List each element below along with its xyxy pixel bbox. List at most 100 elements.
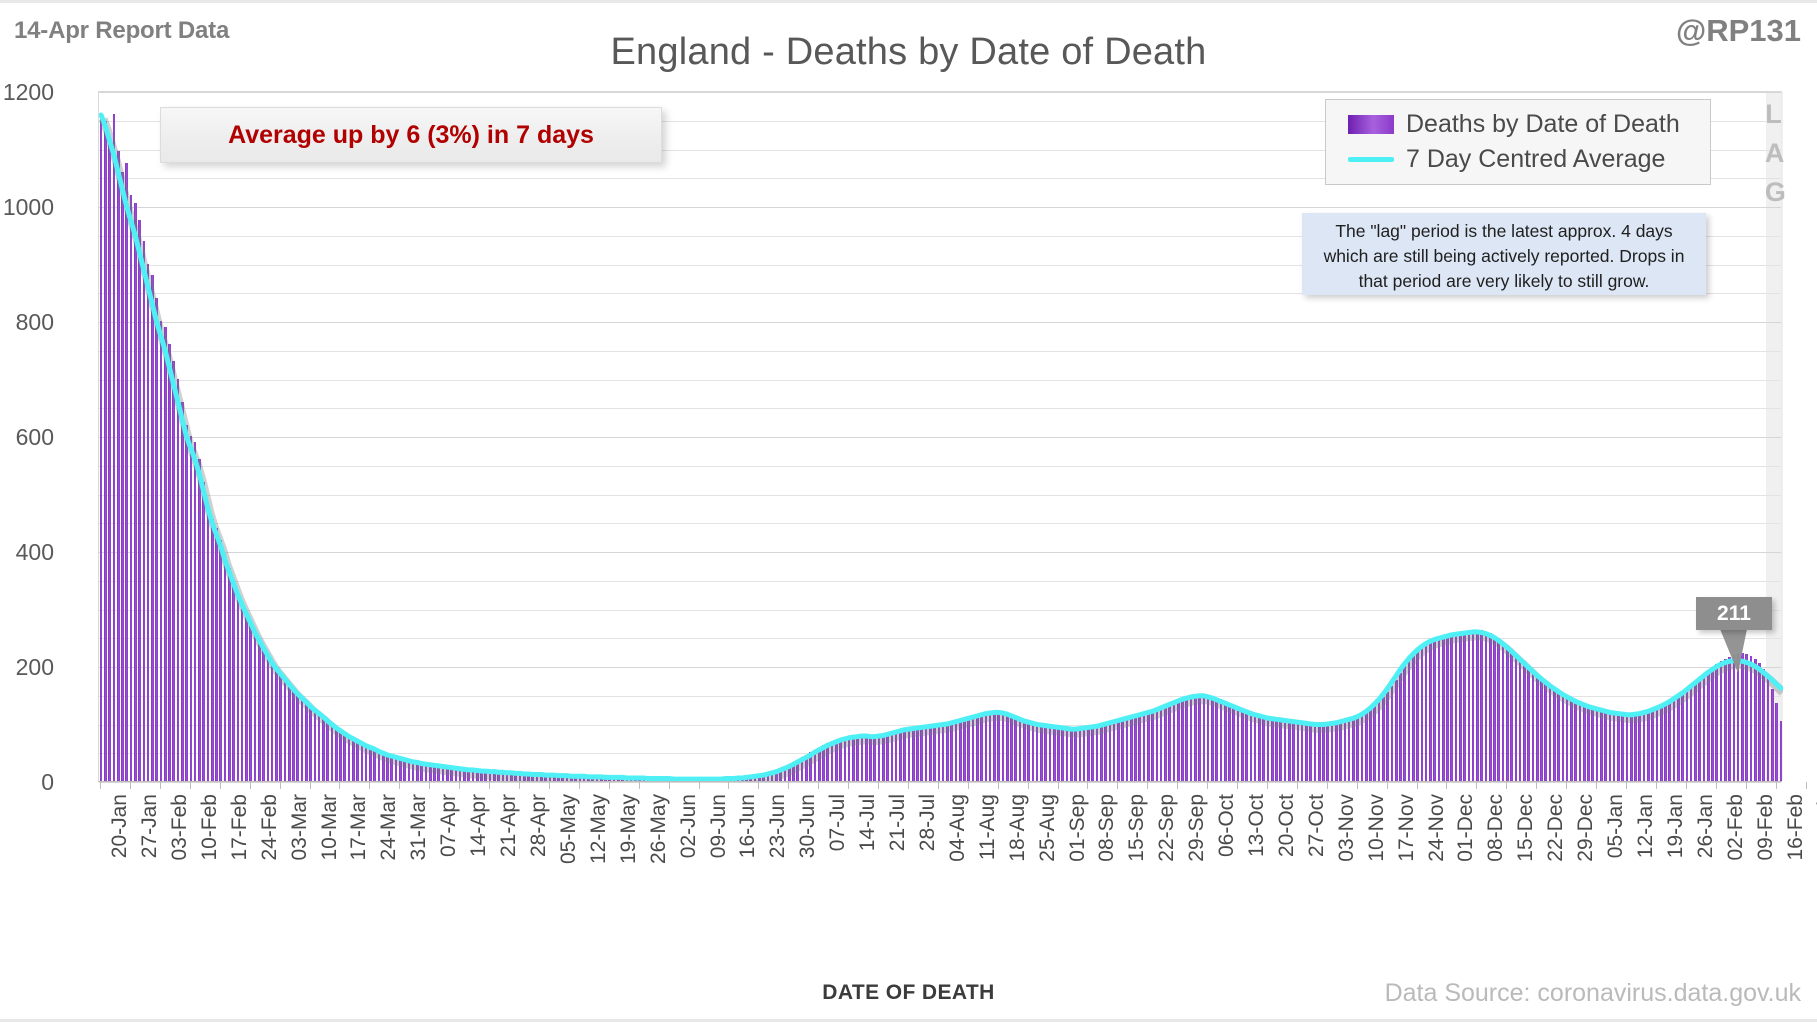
bar [1146, 712, 1150, 781]
bar [1245, 709, 1248, 781]
x-axis-tick-label: 09-Jun [706, 794, 730, 859]
x-axis-tick-label: 18-Aug [1005, 794, 1029, 862]
bar [514, 772, 518, 781]
x-axis-tick [1805, 782, 1807, 789]
bar [373, 749, 376, 781]
bar [1155, 709, 1159, 781]
bar [805, 755, 808, 781]
bar [262, 645, 265, 781]
bar [1711, 667, 1714, 781]
bar [390, 755, 394, 781]
bar [510, 772, 513, 781]
x-axis-tick [279, 782, 281, 789]
x-axis-tick-label: 26-May [646, 794, 670, 865]
bar [1082, 726, 1086, 781]
x-axis-tick-label: 13-Oct [1245, 794, 1269, 858]
gridline [99, 322, 1781, 323]
bar [1531, 670, 1535, 781]
x-axis-tick [130, 782, 132, 789]
bar [1279, 718, 1283, 781]
bar [1681, 691, 1684, 781]
x-axis-tick [1117, 782, 1119, 789]
bar [377, 751, 381, 781]
bar [1736, 653, 1740, 781]
bar [864, 735, 868, 781]
bar [116, 151, 120, 781]
bar [1441, 636, 1445, 781]
bar [1386, 691, 1389, 781]
bar [984, 712, 988, 781]
bar [1292, 720, 1295, 781]
author-handle: @RP131 [1675, 13, 1801, 48]
bar [1258, 714, 1261, 781]
bar [1437, 637, 1441, 781]
x-axis-tick-label: 02-Jun [676, 794, 700, 859]
bar [1040, 724, 1043, 781]
x-axis-tick-label: 02-Feb [1723, 794, 1747, 861]
x-axis-tick [1027, 782, 1029, 789]
x-axis-tick [638, 782, 640, 789]
x-axis-tick-label: 20-Oct [1274, 794, 1298, 858]
x-axis-tick-label: 17-Feb [227, 794, 251, 861]
bar [937, 723, 941, 781]
bar [364, 745, 368, 781]
bar [1698, 677, 1701, 781]
bar [1228, 702, 1231, 781]
bar [1168, 704, 1171, 781]
bar [1360, 714, 1364, 781]
bar [522, 772, 526, 781]
bar [1288, 720, 1291, 781]
x-axis-tick [519, 782, 520, 789]
gridline [99, 264, 1781, 266]
x-axis-tick-label: 25-Aug [1035, 794, 1059, 862]
bar [1275, 718, 1278, 781]
bar [1138, 714, 1142, 781]
bar [1753, 658, 1757, 781]
gridline [99, 437, 1781, 438]
bar [283, 678, 287, 781]
bar [1732, 655, 1736, 781]
bar [1587, 705, 1590, 781]
bar [1758, 663, 1761, 781]
x-axis-tick-label: 05-May [556, 794, 580, 865]
bar [1706, 670, 1710, 781]
bar [339, 730, 342, 781]
bar [1198, 694, 1201, 781]
bar [1262, 715, 1265, 781]
bar [121, 171, 124, 781]
x-axis-tick [698, 782, 700, 789]
bar [1497, 638, 1501, 781]
bar [924, 725, 928, 781]
x-axis-tick-label: 09-Feb [1753, 794, 1777, 861]
gridline [99, 782, 1781, 783]
bar [552, 774, 556, 781]
x-axis-tick [907, 782, 909, 789]
bar [112, 114, 116, 781]
bar [856, 735, 859, 781]
bar [1018, 717, 1022, 781]
bar [1151, 710, 1154, 781]
bar [928, 724, 932, 781]
bar [1514, 653, 1518, 781]
bar [1035, 723, 1039, 781]
x-axis-tick [848, 782, 850, 789]
bar [770, 770, 774, 781]
x-axis-tick-label: 03-Feb [167, 794, 191, 861]
bar [493, 771, 496, 781]
bar [1779, 720, 1783, 781]
bar [99, 116, 103, 781]
bar [1647, 710, 1650, 781]
line-swatch-icon [1348, 157, 1394, 162]
bar [1377, 701, 1381, 781]
x-axis-tick [1416, 782, 1418, 789]
bar [108, 137, 111, 781]
bar [181, 401, 184, 781]
bar [317, 713, 321, 781]
bar [1634, 713, 1637, 781]
bar [1172, 702, 1176, 781]
bar [1369, 709, 1372, 781]
bar [1668, 699, 1672, 781]
bar [1574, 699, 1578, 781]
bar [454, 767, 458, 781]
x-axis-tick [249, 782, 251, 789]
